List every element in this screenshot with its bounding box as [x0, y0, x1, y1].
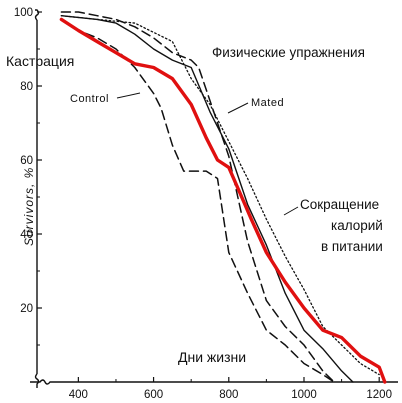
caloric-leader-line — [283, 206, 299, 216]
y-tick-label: 20 — [20, 303, 33, 315]
label-caloric-2: калорий — [331, 218, 383, 233]
label-control: Control — [70, 93, 109, 105]
y-tick-label: 80 — [20, 81, 33, 93]
label-caloric-1: Сокращение — [300, 197, 379, 212]
label-exercise: Физические упражнения — [212, 45, 365, 60]
y-tick-label: 40 — [20, 229, 33, 241]
x-tick-label: 1000 — [291, 389, 317, 401]
series-line — [60, 15, 354, 383]
label-caloric-3: в питании — [321, 239, 383, 254]
y-axis-break-bottom — [34, 373, 40, 388]
y-tick-label: 100 — [14, 7, 33, 19]
chart-annotations: Кастрация Физические упражнения Control … — [6, 45, 383, 365]
chart-ticks: 20 40 60 80 100 400 600 800 1000 1200 — [14, 7, 392, 401]
axis-label-y: Survivors, % — [22, 167, 36, 246]
series-line — [59, 17, 387, 384]
control-leader-line — [116, 92, 141, 99]
axis-label-x: Дни жизни — [178, 349, 246, 365]
y-axis-break-top — [34, 9, 40, 21]
chart-series — [59, 11, 387, 384]
series-line — [60, 15, 380, 376]
label-castration: Кастрация — [6, 53, 74, 69]
x-axis-line — [30, 379, 398, 385]
series-line — [60, 11, 335, 383]
mated-leader-line — [227, 102, 249, 114]
x-tick-label: 400 — [69, 389, 88, 401]
y-tick-label: 60 — [20, 155, 33, 167]
series-line — [60, 18, 335, 383]
label-mated: Mated — [251, 97, 284, 109]
x-tick-label: 1200 — [366, 389, 392, 401]
x-tick-label: 800 — [219, 389, 238, 401]
x-tick-label: 600 — [144, 389, 163, 401]
